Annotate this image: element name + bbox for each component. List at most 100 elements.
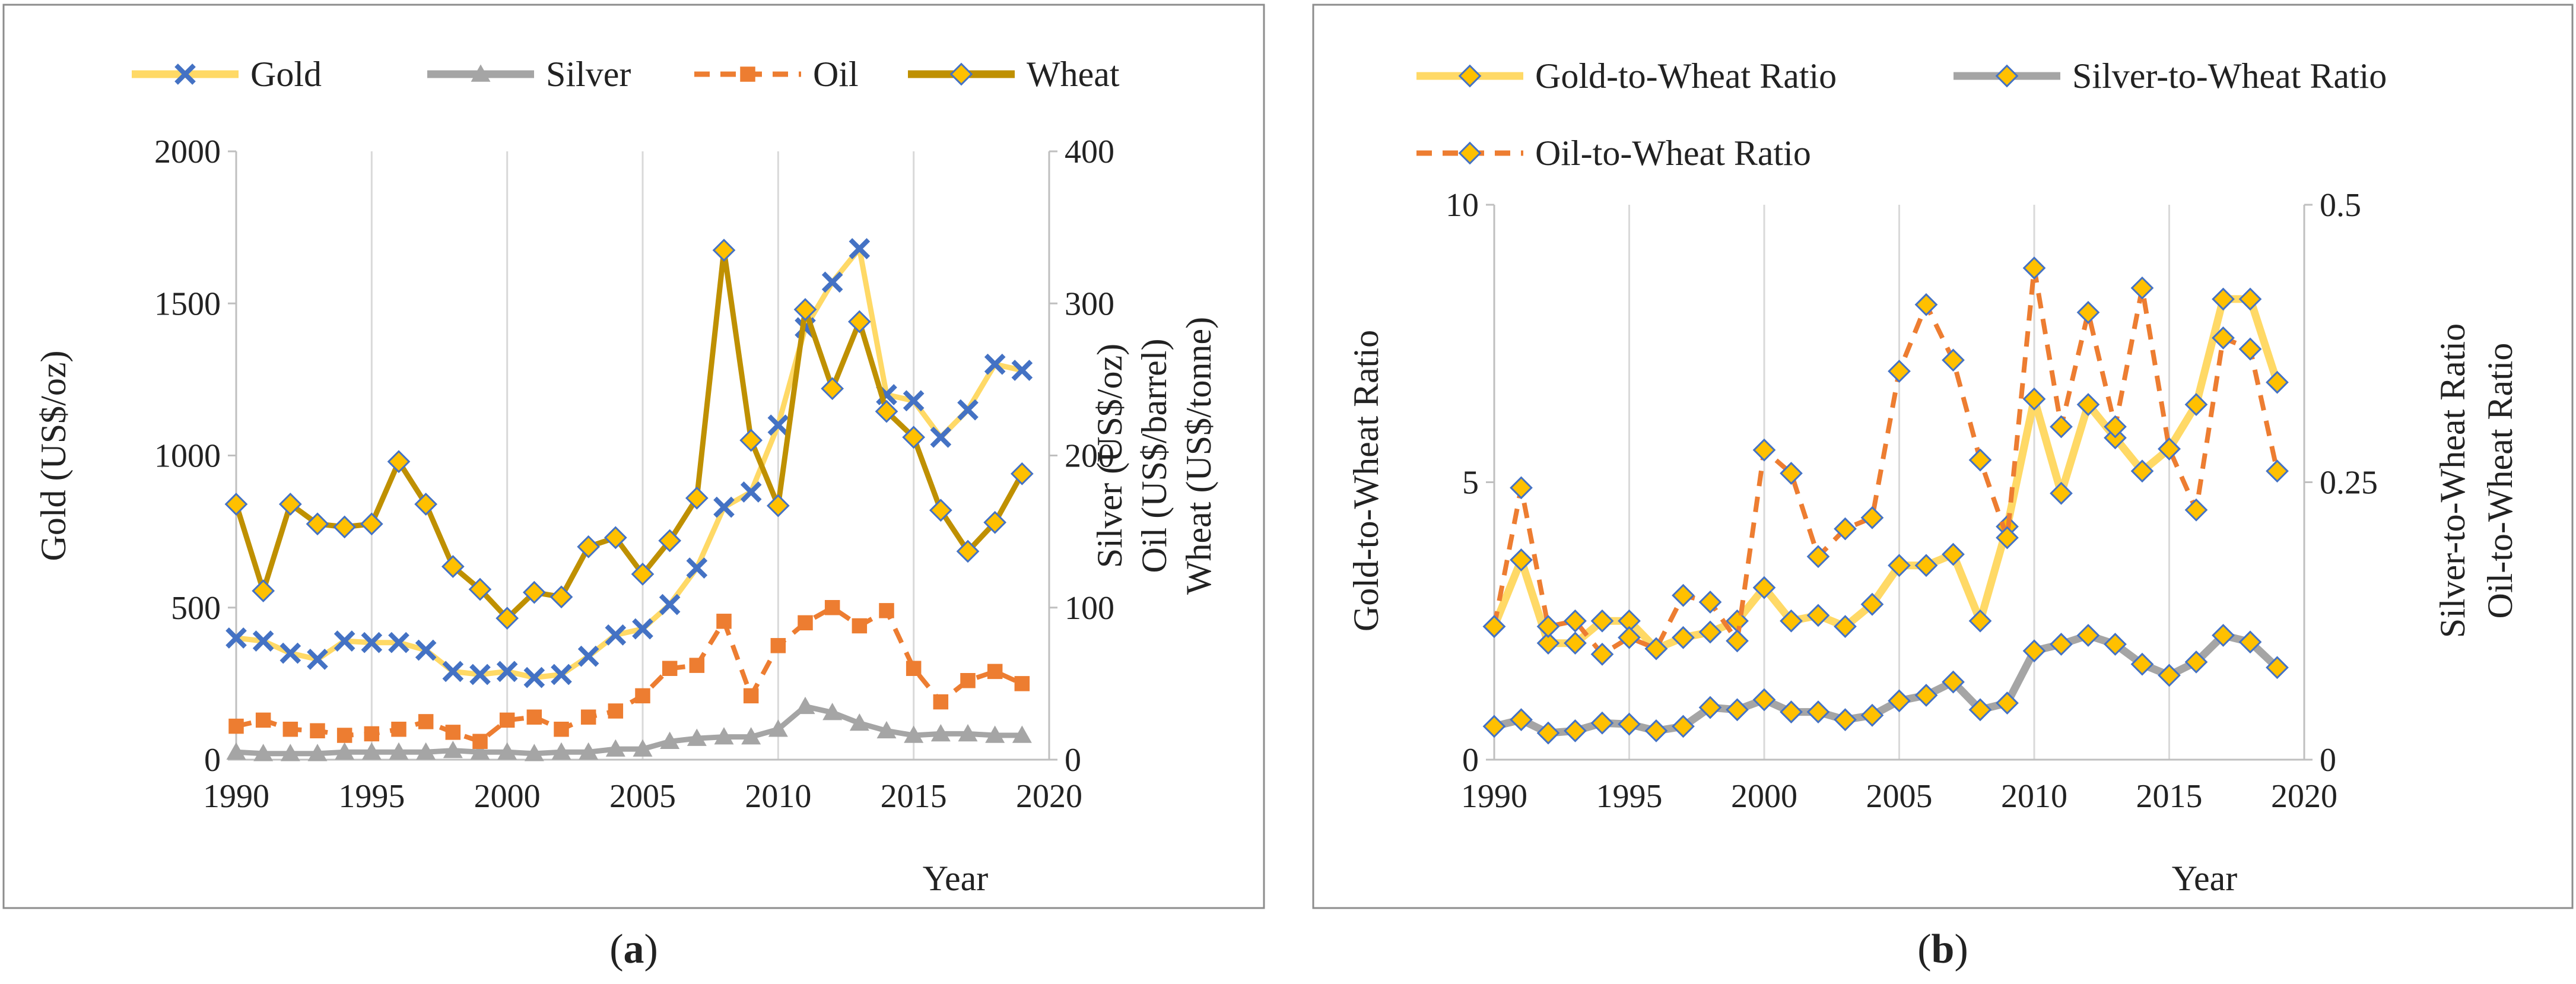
data-point-gold-shape [333, 630, 355, 652]
x-tick-label: 2020 [2271, 778, 2337, 815]
y-right-axis-title: Silver (US$/oz) [1090, 344, 1129, 568]
data-point-oil [499, 712, 515, 728]
y-right-axis-title: Oil-to-Wheat Ratio [2480, 343, 2520, 619]
data-point-oil-to-wheat-ratio [1698, 591, 1722, 614]
data-point-oil [282, 722, 298, 737]
data-point-gold [388, 631, 409, 653]
data-point-oil-to-wheat-ratio [1914, 293, 1938, 316]
y-left-tick-label: 0 [1462, 742, 1479, 779]
data-point-silver-to-wheat-ratio [2238, 630, 2262, 654]
data-point-gold-shape [767, 414, 789, 436]
series-wheat [224, 239, 1034, 630]
data-point-gold-to-wheat-ratio [1860, 592, 1884, 616]
data-point-gold-to-wheat-ratio [1698, 620, 1722, 644]
x-tick-label: 2005 [609, 778, 676, 815]
data-point-silver-to-wheat-ratio [2022, 639, 2046, 663]
y-left-tick-label: 500 [171, 590, 221, 627]
data-point-gold-shape [523, 666, 545, 688]
data-point-wheat [333, 515, 357, 539]
data-point-silver [741, 727, 761, 745]
data-point-gold [523, 666, 545, 688]
legend-item-silver-to-wheat-ratio: Silver-to-Wheat Ratio [1954, 56, 2387, 96]
data-point-oil [879, 603, 894, 618]
data-point-silver [605, 739, 625, 757]
y-right-tick-label: 0 [2320, 742, 2336, 779]
data-point-silver-to-wheat-ratio [1564, 719, 1587, 742]
data-point-wheat [929, 499, 952, 522]
data-point-wheat [1010, 462, 1034, 485]
data-point-oil-to-wheat-ratio [1780, 462, 1803, 485]
data-point-oil [689, 658, 705, 673]
y-right-tick-label: 0 [1065, 742, 1081, 779]
data-point-gold [903, 390, 925, 412]
data-point-silver [930, 723, 951, 742]
data-point-silver-to-wheat-ratio [1726, 698, 1749, 722]
data-point-gold-shape [849, 238, 871, 259]
data-point-silver-to-wheat-ratio [1698, 696, 1722, 719]
data-point-oil-to-wheat-ratio [2104, 415, 2127, 439]
y-right-tick-label: 0.5 [2320, 187, 2361, 224]
data-point-oil [798, 615, 813, 631]
data-point-gold-shape [469, 664, 491, 685]
data-point-silver [443, 741, 463, 758]
data-point-gold-to-wheat-ratio [1888, 554, 1911, 577]
data-point-gold [577, 645, 599, 667]
x-tick-label: 1990 [203, 778, 269, 815]
data-point-gold-shape [279, 642, 301, 664]
data-point-wheat [387, 450, 411, 474]
data-point-silver-to-wheat-ratio [1752, 688, 1776, 712]
data-point-gold-shape [577, 645, 599, 667]
data-point-silver [551, 742, 571, 760]
data-point-oil-to-wheat-ratio [1672, 583, 1695, 607]
series-silver-to-wheat-ratio [1482, 624, 2289, 745]
data-point-silver-to-wheat-ratio [1968, 698, 1992, 722]
data-point-oil-to-wheat-ratio [2212, 326, 2235, 350]
data-point-gold-to-wheat-ratio [2184, 393, 2208, 416]
data-point-silver-to-wheat-ratio [1510, 708, 1533, 732]
series-oil [228, 600, 1030, 749]
legend-label: Oil-to-Wheat Ratio [1535, 134, 1811, 173]
legend-marker [471, 64, 491, 82]
data-point-gold [551, 664, 572, 685]
legend-item-oil: Oil [694, 55, 859, 94]
data-point-silver [958, 723, 978, 742]
data-point-oil-to-wheat-ratio [1590, 642, 1614, 666]
y-left-axis-title: Gold (US$/oz) [34, 351, 73, 561]
y-left-tick-label: 5 [1462, 465, 1479, 501]
data-point-gold-shape [903, 390, 925, 412]
data-point-oil-to-wheat-ratio [1510, 476, 1533, 500]
data-point-silver-to-wheat-ratio [1644, 719, 1668, 742]
data-point-gold-shape [252, 630, 274, 652]
data-point-silver [361, 742, 382, 760]
data-point-gold-to-wheat-ratio [1834, 615, 1857, 638]
data-point-gold [225, 627, 247, 649]
y-right-axis-title: Silver-to-Wheat Ratio [2433, 323, 2472, 638]
data-point-gold-to-wheat-ratio [1510, 548, 1533, 572]
data-point-silver [876, 720, 897, 739]
data-point-gold-shape [659, 593, 681, 615]
data-point-silver [226, 742, 246, 760]
data-point-wheat [902, 426, 926, 449]
data-point-silver-to-wheat-ratio [1536, 721, 1560, 745]
data-point-oil [228, 718, 244, 734]
data-point-wheat [441, 555, 465, 578]
data-point-gold [930, 426, 952, 448]
data-point-oil [743, 688, 759, 704]
x-tick-label: 2020 [1016, 778, 1082, 815]
data-point-gold-to-wheat-ratio [1942, 542, 1965, 566]
data-point-silver-to-wheat-ratio [2212, 624, 2235, 647]
x-tick-label: 1990 [1461, 778, 1527, 815]
data-point-gold-to-wheat-ratio [2266, 370, 2289, 394]
data-point-oil-to-wheat-ratio [2076, 301, 2100, 324]
data-point-gold-shape [740, 481, 762, 503]
data-point-oil [580, 709, 596, 725]
data-point-oil [824, 600, 840, 615]
data-point-oil-to-wheat-ratio [1482, 615, 1506, 638]
data-point-gold-to-wheat-ratio [1536, 631, 1560, 655]
data-point-gold-to-wheat-ratio [2238, 287, 2262, 311]
data-point-oil-to-wheat-ratio [1942, 348, 1965, 372]
data-point-wheat [875, 399, 898, 423]
data-point-wheat [252, 579, 275, 602]
y-left-tick-label: 1000 [154, 438, 221, 475]
